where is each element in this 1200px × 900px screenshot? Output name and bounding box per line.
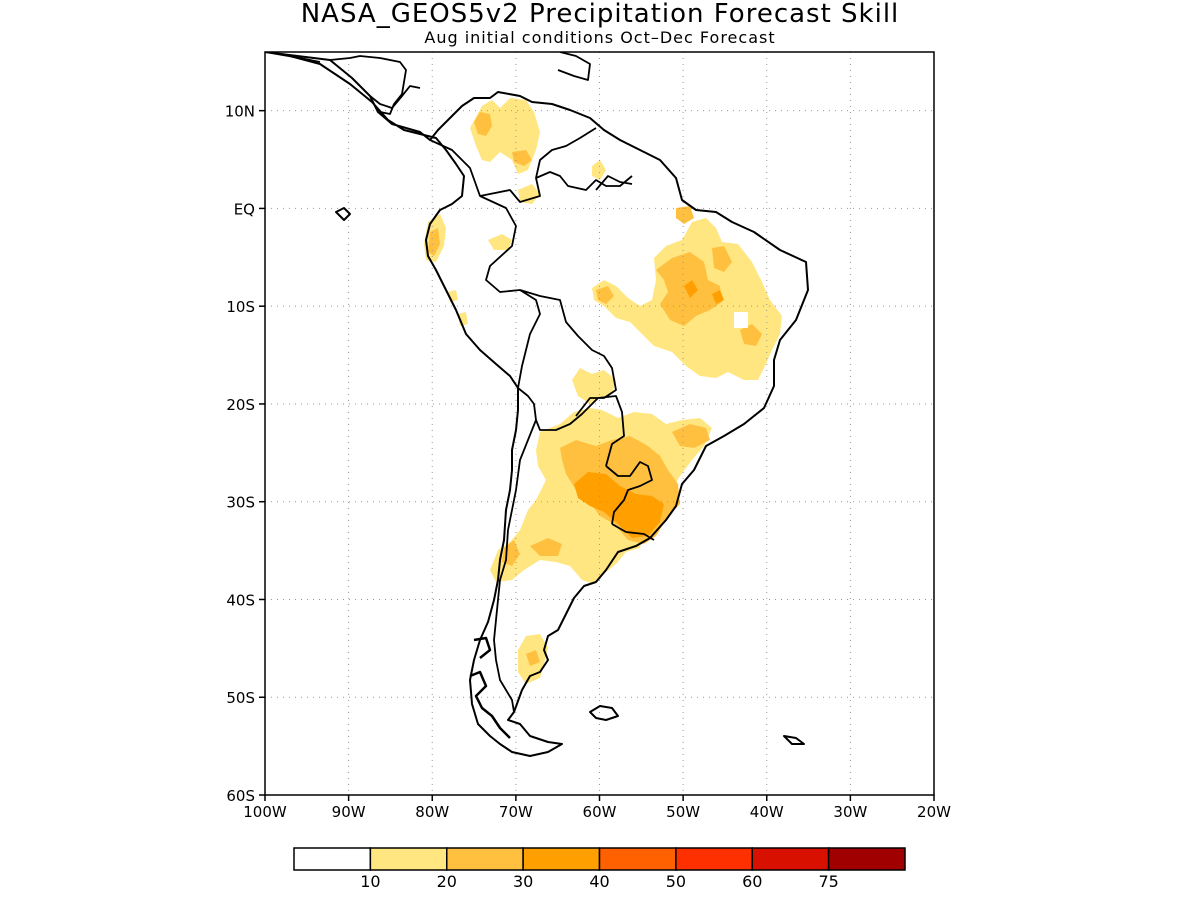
south-america-coastline — [265, 52, 809, 757]
lat-tick-label: EQ — [234, 200, 255, 218]
lon-tick-label: 50W — [666, 803, 700, 821]
lon-tick-label: 40W — [750, 803, 784, 821]
skill-region-colombia-3 — [512, 150, 532, 166]
longitude-axis: 100W 90W 80W 70W 60W 50W 40W 30W 20W — [243, 795, 951, 821]
map-subtitle: Aug initial conditions Oct–Dec Forecast — [424, 28, 776, 47]
skill-region-se-brazil — [672, 424, 710, 448]
skill-region-colombia-4 — [518, 184, 540, 204]
lat-tick-label: 20S — [226, 396, 255, 414]
colorbar-label: 30 — [513, 872, 533, 891]
lat-tick-label: 10N — [225, 103, 255, 121]
latitude-axis: 10N EQ 10S 20S 30S 40S 50S 60S — [225, 103, 265, 805]
colorbar-label: 20 — [437, 872, 457, 891]
skill-region-patagonia-2 — [526, 650, 540, 666]
skill-region-ecuador-2 — [428, 228, 440, 256]
colorbar-swatch — [446, 847, 524, 871]
colorbar-label: 10 — [360, 872, 380, 891]
skill-region-ne-brazil-7 — [684, 280, 698, 298]
lat-tick-label: 10S — [226, 298, 255, 316]
lon-tick-label: 20W — [917, 803, 951, 821]
skill-region-ne-brazil-3 — [712, 246, 732, 272]
colorbar-swatch — [293, 847, 372, 871]
south-georgia-island — [783, 735, 805, 745]
skill-region-colombia-1 — [470, 98, 540, 174]
colorbar-swatch — [675, 847, 753, 871]
lat-tick-label: 40S — [226, 591, 255, 609]
caribbean-island — [557, 52, 591, 81]
colorbar-label: 60 — [742, 872, 762, 891]
lon-tick-label: 90W — [332, 803, 366, 821]
colorbar-label: 75 — [818, 872, 838, 891]
galapagos-islands — [335, 207, 351, 221]
skill-region-ne-brazil-4 — [740, 324, 762, 346]
colorbar-swatch — [827, 847, 906, 871]
lon-tick-label: 80W — [415, 803, 449, 821]
skill-region-argentina-1 — [530, 538, 562, 556]
skill-region-bolivia — [572, 368, 616, 404]
lat-tick-label: 30S — [226, 494, 255, 512]
lat-tick-label: 60S — [226, 787, 255, 805]
colorbar-label: 40 — [589, 872, 609, 891]
skill-region-venezuela — [592, 160, 606, 180]
coastline-group — [265, 52, 809, 757]
colorbar-swatch — [598, 847, 677, 871]
map-title: NASA_GEOS5v2 Precipitation Forecast Skil… — [300, 0, 900, 29]
skill-shading — [424, 98, 782, 684]
skill-region-amazon-w — [488, 234, 512, 250]
lon-tick-label: 70W — [499, 803, 533, 821]
lon-tick-label: 100W — [243, 803, 287, 821]
skill-region-ne-brazil-6 — [734, 312, 748, 328]
colorbar-swatch — [751, 847, 830, 871]
chile-fjords — [469, 636, 511, 739]
colorbar-swatch — [369, 847, 448, 871]
skill-region-colombia-2 — [474, 112, 492, 136]
skill-region-argentina-3 — [536, 512, 558, 530]
lon-tick-label: 30W — [833, 803, 867, 821]
lon-tick-label: 60W — [583, 803, 617, 821]
colorbar: 10 20 30 40 50 60 75 — [293, 847, 906, 891]
colorbar-label: 50 — [666, 872, 686, 891]
lat-tick-label: 50S — [226, 689, 255, 707]
falkland-islands — [589, 705, 619, 721]
colorbar-swatch — [522, 847, 601, 871]
central-america-coast — [265, 52, 421, 115]
skill-region-ne-brazil-5 — [596, 286, 614, 304]
skill-region-ne-brazil-8 — [712, 290, 724, 304]
skill-region-amapa — [676, 206, 694, 224]
country-borders — [429, 127, 655, 713]
